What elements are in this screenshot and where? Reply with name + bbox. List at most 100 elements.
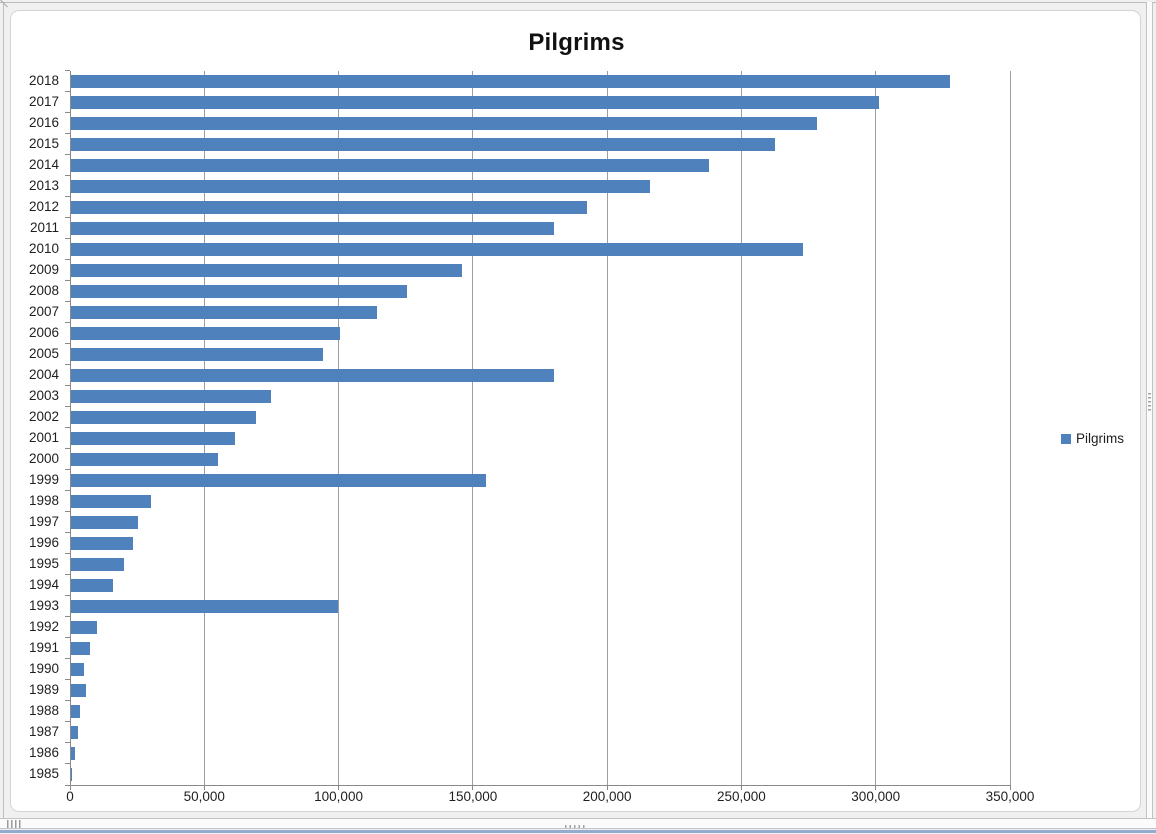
gridline-100,000	[338, 70, 340, 785]
y-axis-label-2003: 2003	[28, 388, 59, 404]
bar-2003	[70, 389, 271, 403]
y-axis-tick	[64, 259, 70, 261]
y-axis-label-2017: 2017	[28, 94, 59, 110]
bar-2005	[70, 347, 323, 361]
y-axis-label-2015: 2015	[28, 136, 59, 152]
bar-1990	[70, 662, 84, 676]
legend-marker-square	[1061, 433, 1071, 444]
y-axis-tick	[64, 427, 70, 429]
y-axis-tick	[64, 238, 70, 240]
horizontal-scrollbar[interactable]	[0, 818, 1156, 829]
y-axis-label-2001: 2001	[28, 430, 59, 446]
y-axis-label-1995: 1995	[28, 556, 59, 572]
bar-2006	[70, 326, 341, 340]
y-axis-label-1998: 1998	[28, 493, 59, 509]
bar-2004	[70, 368, 554, 382]
horizontal-scrollbar-grip[interactable]	[565, 825, 585, 828]
window-bottom-border	[0, 830, 1156, 833]
gridline-150,000	[472, 70, 474, 785]
y-axis-tick	[64, 574, 70, 576]
legend-label: Pilgrims	[1076, 431, 1125, 446]
bar-2007	[70, 305, 377, 319]
y-axis-tick	[64, 532, 70, 534]
y-axis-label-2004: 2004	[28, 367, 59, 383]
gridline-250,000	[740, 70, 742, 785]
bar-1991	[70, 641, 91, 655]
bar-1994	[70, 578, 114, 592]
bar-2012	[70, 200, 588, 214]
y-axis-tick	[64, 742, 70, 744]
bar-1996	[70, 536, 133, 550]
x-axis-label: 150,000	[448, 789, 498, 804]
y-axis-tick	[64, 637, 70, 639]
y-axis-label-2008: 2008	[28, 283, 59, 299]
gridline-350,000	[1009, 70, 1011, 785]
y-axis-label-1989: 1989	[28, 682, 59, 698]
x-axis-label: 100,000	[314, 789, 363, 804]
bar-1988	[70, 704, 80, 718]
y-axis-label-1993: 1993	[28, 598, 59, 614]
y-axis-tick	[64, 700, 70, 702]
y-axis-tick	[64, 343, 70, 345]
y-axis-label-1996: 1996	[28, 535, 59, 551]
vertical-scrollbar-grip[interactable]	[1148, 393, 1151, 411]
y-axis-tick	[64, 658, 70, 660]
bar-1993	[70, 599, 338, 613]
y-axis-label-2000: 2000	[28, 451, 59, 467]
y-axis-tick	[64, 784, 70, 786]
bar-1999	[70, 473, 486, 487]
gridline-200,000	[606, 70, 608, 785]
x-axis-tick	[606, 785, 608, 790]
bar-2017	[70, 95, 879, 109]
x-axis-label: 0	[66, 789, 74, 804]
y-axis-tick	[64, 385, 70, 387]
bar-1998	[70, 494, 152, 508]
y-axis-tick	[64, 469, 70, 471]
bar-2001	[70, 431, 236, 445]
y-axis-tick	[64, 175, 70, 177]
window-top-edge	[0, 2, 1156, 3]
y-axis-tick	[64, 112, 70, 114]
bar-2013	[70, 179, 651, 193]
y-axis-label-1991: 1991	[28, 640, 59, 656]
bar-1997	[70, 515, 139, 529]
bar-2000	[70, 452, 219, 466]
y-axis-label-1992: 1992	[28, 619, 59, 635]
y-axis-label-1985: 1985	[28, 766, 59, 782]
x-axis-tick	[740, 785, 742, 790]
y-axis-label-1994: 1994	[28, 577, 59, 593]
y-axis-tick	[64, 280, 70, 282]
y-axis-label-2007: 2007	[28, 304, 59, 320]
y-axis-label-2009: 2009	[28, 262, 59, 278]
y-axis-tick	[64, 490, 70, 492]
x-axis-tick	[1009, 785, 1011, 790]
bar-2008	[70, 284, 407, 298]
y-axis-tick	[64, 448, 70, 450]
bar-2011	[70, 221, 554, 235]
bar-1987	[70, 725, 79, 739]
y-axis-tick	[64, 721, 70, 723]
x-axis-tick	[338, 785, 340, 790]
legend: Pilgrims	[1061, 431, 1124, 446]
x-axis-tick	[875, 785, 877, 790]
x-axis-label: 300,000	[851, 789, 901, 804]
bar-2009	[70, 263, 463, 277]
bar-2014	[70, 158, 710, 172]
y-axis-label-2016: 2016	[28, 115, 59, 131]
y-axis-label-1990: 1990	[28, 661, 59, 677]
y-axis-tick	[64, 217, 70, 219]
resize-grip[interactable]	[7, 820, 21, 828]
bar-2002	[70, 410, 256, 424]
y-axis-tick	[64, 196, 70, 198]
y-axis-tick	[64, 553, 70, 555]
window-left-edge	[3, 2, 4, 829]
y-axis-tick	[64, 763, 70, 765]
bar-2018	[70, 74, 950, 88]
y-axis-label-2010: 2010	[28, 241, 59, 257]
y-axis-label-1999: 1999	[28, 472, 59, 488]
x-axis-label: 50,000	[183, 789, 225, 804]
y-axis-tick	[64, 406, 70, 408]
bar-1985	[70, 767, 73, 781]
bar-1989	[70, 683, 86, 697]
y-axis-tick	[64, 91, 70, 92]
